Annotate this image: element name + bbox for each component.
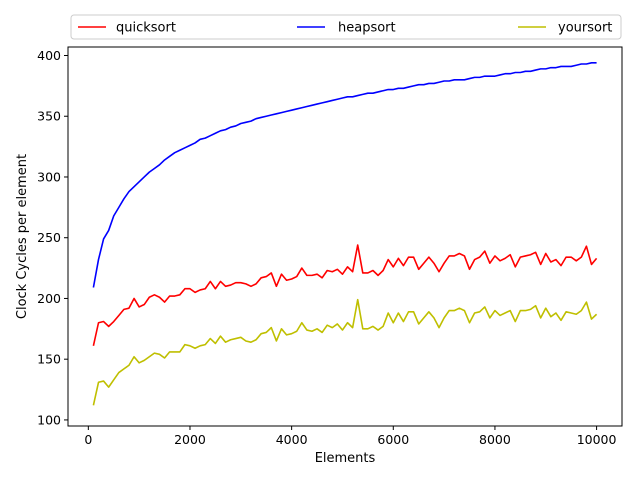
plot-frame <box>67 46 623 427</box>
y-tick-label: 250 <box>37 230 61 245</box>
x-axis-label: Elements <box>315 451 376 466</box>
legend-label-quicksort: quicksort <box>116 21 176 36</box>
legend-box <box>70 14 622 40</box>
x-tick-label: 4000 <box>276 432 308 447</box>
x-tick-label: 2000 <box>174 432 206 447</box>
y-tick-label: 400 <box>37 48 61 63</box>
series-line-yoursort <box>92 298 598 406</box>
y-tick-label: 100 <box>37 412 61 427</box>
legend-label-yoursort: yoursort <box>558 21 612 36</box>
series-line-heapsort <box>92 61 597 288</box>
legend: quicksort heapsort yoursort <box>70 14 622 40</box>
plot-area <box>92 61 598 406</box>
legend-label-heapsort: heapsort <box>338 21 396 36</box>
x-tick-label: 10000 <box>577 432 617 447</box>
y-tick-label: 350 <box>37 109 61 124</box>
axes: 0 2000 4000 6000 8000 10000 100 150 200 250 300 350… <box>37 46 623 447</box>
x-tick-label: 8000 <box>479 432 511 447</box>
x-tick-label: 6000 <box>377 432 409 447</box>
y-axis-label: Clock Cycles per element <box>15 154 30 319</box>
y-tick-label: 300 <box>37 169 61 184</box>
x-tick-label: 0 <box>84 432 92 447</box>
series-line-quicksort <box>92 244 598 347</box>
y-tick-label: 200 <box>37 291 61 306</box>
y-tick-label: 150 <box>37 352 61 367</box>
